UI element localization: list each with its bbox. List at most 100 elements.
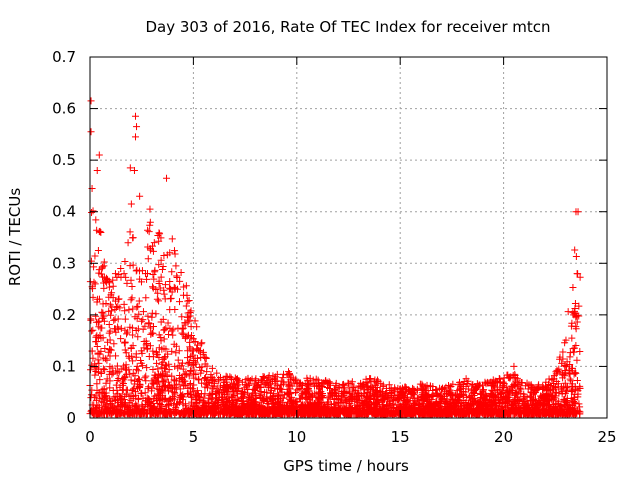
x-tick-label: 0: [85, 428, 95, 446]
data-point: [115, 295, 123, 303]
data-point: [165, 366, 173, 374]
data-point: [312, 390, 320, 398]
data-point: [100, 262, 108, 270]
data-point: [565, 400, 573, 408]
data-point: [126, 262, 134, 270]
data-point: [112, 303, 120, 311]
data-point: [543, 410, 551, 418]
data-point: [223, 383, 231, 391]
data-point: [548, 392, 556, 400]
data-point: [92, 407, 100, 415]
data-point: [93, 166, 101, 174]
data-point: [148, 384, 156, 392]
data-point: [99, 354, 107, 362]
data-point: [149, 323, 157, 331]
data-point: [513, 400, 521, 408]
data-point: [345, 404, 353, 412]
data-point: [571, 383, 579, 391]
data-point: [234, 377, 242, 385]
data-point: [286, 397, 294, 405]
data-point: [220, 379, 228, 387]
data-point: [151, 392, 159, 400]
data-point: [232, 404, 240, 412]
x-tick-label: 25: [597, 428, 616, 446]
data-point: [168, 410, 176, 418]
data-point: [228, 375, 236, 383]
data-point: [362, 375, 370, 383]
x-tick-label: 15: [391, 428, 410, 446]
data-point: [399, 401, 407, 409]
data-point: [156, 405, 164, 413]
data-point: [576, 273, 584, 281]
data-point: [558, 359, 566, 367]
data-point: [208, 364, 216, 372]
data-point: [133, 266, 141, 274]
data-point: [352, 393, 360, 401]
data-point: [253, 407, 261, 415]
plot-frame: [89, 56, 608, 419]
data-point: [109, 282, 117, 290]
data-point: [99, 399, 107, 407]
data-point: [469, 381, 477, 389]
data-point: [197, 354, 205, 362]
data-point: [243, 401, 251, 409]
data-point: [283, 410, 291, 418]
data-point: [184, 318, 192, 326]
data-point: [187, 323, 195, 331]
data-point: [441, 402, 449, 410]
data-point: [229, 398, 237, 406]
data-point: [542, 378, 550, 386]
data-point: [144, 312, 152, 320]
data-point: [134, 302, 142, 310]
data-point: [263, 388, 271, 396]
data-point: [525, 381, 533, 389]
data-point: [154, 289, 162, 297]
data-point: [258, 377, 266, 385]
data-point: [131, 112, 139, 120]
data-point: [238, 398, 246, 406]
data-point: [489, 393, 497, 401]
data-point: [389, 400, 397, 408]
data-point: [354, 389, 362, 397]
data-point: [531, 387, 539, 395]
data-point: [285, 368, 293, 376]
data-point: [125, 306, 133, 314]
data-point: [148, 329, 156, 337]
data-point: [509, 404, 517, 412]
data-point: [163, 174, 171, 182]
data-point: [100, 390, 108, 398]
data-point: [101, 366, 109, 374]
data-point: [150, 380, 158, 388]
data-point: [267, 376, 275, 384]
data-point: [88, 327, 96, 335]
data-point: [158, 345, 166, 353]
data-point: [519, 393, 527, 401]
data-point: [121, 399, 129, 407]
data-point: [167, 294, 175, 302]
data-point: [128, 386, 136, 394]
data-point: [260, 405, 268, 413]
data-point: [114, 323, 122, 331]
data-point: [505, 398, 513, 406]
data-point: [129, 305, 137, 313]
data-point: [143, 345, 151, 353]
data-point: [168, 372, 176, 380]
data-point: [405, 386, 413, 394]
data-point: [449, 405, 457, 413]
data-point: [156, 230, 164, 238]
data-point: [431, 402, 439, 410]
data-point: [497, 405, 505, 413]
data-point: [160, 383, 168, 391]
data-point: [99, 365, 107, 373]
data-point: [448, 408, 456, 416]
data-point: [133, 315, 141, 323]
data-point: [185, 296, 193, 304]
data-point: [101, 395, 109, 403]
data-point: [106, 397, 114, 405]
data-point: [558, 403, 566, 411]
data-point: [107, 311, 115, 319]
data-point: [102, 299, 110, 307]
data-point: [162, 362, 170, 370]
data-point: [371, 404, 379, 412]
data-point: [124, 239, 132, 247]
